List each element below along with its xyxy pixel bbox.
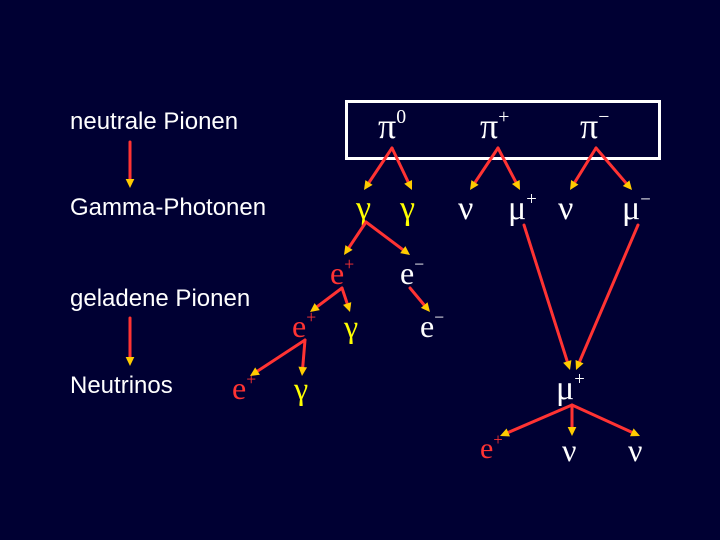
sym-eplus-a: e+	[330, 255, 354, 292]
sym-gamma-1: γ	[356, 190, 371, 228]
sym-gamma-2: γ	[400, 190, 415, 228]
label-gamma-photonen: Gamma-Photonen	[70, 194, 266, 222]
sym-gamma-4: γ	[294, 370, 308, 407]
sym-pi0: π0	[378, 105, 406, 147]
sym-nu-1: ν	[458, 190, 473, 228]
sym-eplus-d: e+	[480, 432, 503, 466]
sym-nu-2: ν	[558, 190, 573, 228]
sym-pi-minus: π−	[580, 105, 609, 147]
sym-pi-plus: π+	[480, 105, 509, 147]
sym-mu-plus: μ+	[508, 190, 537, 228]
diagram-stage: neutrale Pionen Gamma-Photonen geladene …	[0, 0, 720, 540]
sym-nu-4: ν	[628, 432, 642, 469]
arrows-layer	[0, 0, 720, 540]
label-geladene-pionen: geladene Pionen	[70, 285, 250, 313]
sym-eminus-a: e−	[400, 255, 424, 292]
sym-nu-3: ν	[562, 432, 576, 469]
sym-eplus-b: e+	[292, 308, 316, 345]
sym-gamma-3: γ	[344, 308, 358, 345]
sym-eminus-b: e−	[420, 308, 444, 345]
label-neutrinos: Neutrinos	[70, 372, 173, 400]
label-neutrale-pionen: neutrale Pionen	[70, 108, 238, 136]
sym-mu-plus-2: μ+	[556, 370, 585, 408]
sym-mu-minus: μ−	[622, 190, 651, 228]
sym-eplus-c: e+	[232, 370, 256, 407]
